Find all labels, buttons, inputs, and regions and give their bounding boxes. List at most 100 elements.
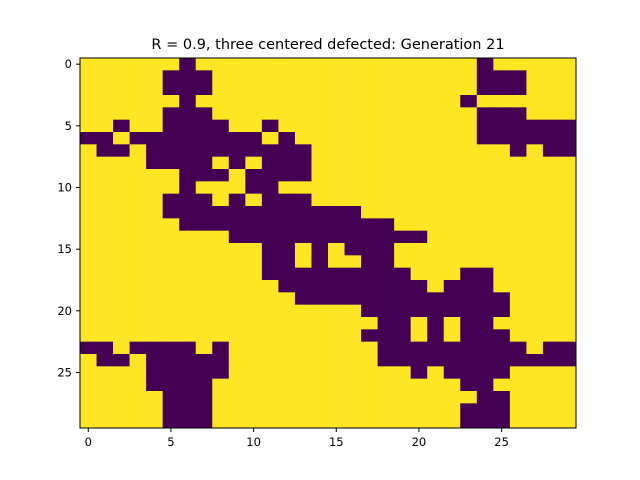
cell-cooperator bbox=[294, 181, 312, 195]
cell-defector bbox=[509, 132, 527, 145]
cell-cooperator bbox=[328, 329, 345, 343]
cell-cooperator bbox=[228, 292, 246, 306]
cell-defector bbox=[245, 218, 263, 232]
cell-defector bbox=[179, 403, 197, 417]
cell-cooperator bbox=[410, 70, 428, 84]
cell-cooperator bbox=[96, 304, 114, 318]
cell-cooperator bbox=[526, 329, 544, 343]
cell-cooperator bbox=[129, 255, 147, 269]
cell-cooperator bbox=[443, 156, 461, 170]
cell-cooperator bbox=[328, 341, 345, 355]
cell-defector bbox=[179, 107, 197, 121]
cell-defector bbox=[261, 119, 279, 133]
cell-defector bbox=[476, 58, 494, 71]
cell-cooperator bbox=[559, 317, 577, 330]
cell-defector bbox=[162, 144, 180, 158]
cell-cooperator bbox=[493, 169, 511, 182]
cell-defector bbox=[162, 354, 180, 367]
cell-cooperator bbox=[476, 206, 494, 219]
cell-cooperator bbox=[113, 403, 130, 417]
cell-defector bbox=[195, 156, 213, 170]
cell-defector bbox=[212, 169, 230, 182]
cell-defector bbox=[261, 193, 279, 207]
cell-cooperator bbox=[542, 267, 560, 281]
cell-cooperator bbox=[80, 366, 97, 380]
cell-cooperator bbox=[129, 378, 147, 392]
cell-defector bbox=[179, 132, 197, 145]
cell-cooperator bbox=[278, 58, 296, 71]
cell-cooperator bbox=[129, 58, 147, 71]
cell-cooperator bbox=[427, 169, 445, 182]
cell-cooperator bbox=[410, 378, 428, 392]
cell-cooperator bbox=[129, 218, 147, 232]
cell-cooperator bbox=[129, 230, 147, 244]
cell-cooperator bbox=[113, 107, 130, 121]
cell-cooperator bbox=[113, 193, 130, 207]
cell-cooperator bbox=[443, 415, 461, 429]
cell-defector bbox=[493, 354, 511, 367]
cell-defector bbox=[162, 366, 180, 380]
cell-cooperator bbox=[129, 95, 147, 108]
cell-defector bbox=[493, 132, 511, 145]
cell-cooperator bbox=[509, 366, 527, 380]
cell-defector bbox=[559, 119, 577, 133]
cell-cooperator bbox=[460, 218, 478, 232]
cell-defector bbox=[443, 366, 461, 380]
cell-cooperator bbox=[261, 82, 279, 96]
cell-defector bbox=[542, 144, 560, 158]
cell-cooperator bbox=[328, 415, 345, 429]
cell-cooperator bbox=[294, 366, 312, 380]
cell-defector bbox=[162, 206, 180, 219]
cell-cooperator bbox=[278, 119, 296, 133]
cell-cooperator bbox=[294, 132, 312, 145]
cell-cooperator bbox=[344, 193, 362, 207]
cell-cooperator bbox=[129, 415, 147, 429]
cell-cooperator bbox=[212, 255, 230, 269]
cell-cooperator bbox=[146, 317, 164, 330]
cell-cooperator bbox=[311, 391, 329, 404]
cell-cooperator bbox=[162, 267, 180, 281]
cell-cooperator bbox=[328, 391, 345, 404]
cell-cooperator bbox=[526, 144, 544, 158]
cell-cooperator bbox=[559, 378, 577, 392]
cell-cooperator bbox=[460, 82, 478, 96]
cell-defector bbox=[162, 193, 180, 207]
cell-cooperator bbox=[80, 329, 97, 343]
cell-cooperator bbox=[377, 169, 395, 182]
cell-cooperator bbox=[542, 403, 560, 417]
cell-cooperator bbox=[509, 193, 527, 207]
cell-cooperator bbox=[559, 415, 577, 429]
cell-cooperator bbox=[526, 243, 544, 256]
cell-defector bbox=[212, 341, 230, 355]
cell-cooperator bbox=[113, 391, 130, 404]
cell-cooperator bbox=[80, 267, 97, 281]
cell-cooperator bbox=[460, 107, 478, 121]
cell-defector bbox=[328, 230, 345, 244]
cell-cooperator bbox=[146, 95, 164, 108]
cell-cooperator bbox=[245, 354, 263, 367]
cell-cooperator bbox=[113, 169, 130, 182]
cell-cooperator bbox=[344, 354, 362, 367]
cell-defector bbox=[377, 354, 395, 367]
cell-cooperator bbox=[162, 58, 180, 71]
cell-cooperator bbox=[361, 82, 378, 96]
cell-defector bbox=[294, 206, 312, 219]
cell-defector bbox=[394, 304, 412, 318]
cell-cooperator bbox=[460, 169, 478, 182]
cell-cooperator bbox=[344, 95, 362, 108]
cell-defector bbox=[427, 292, 445, 306]
cell-cooperator bbox=[228, 317, 246, 330]
cell-cooperator bbox=[261, 317, 279, 330]
cell-cooperator bbox=[427, 255, 445, 269]
cell-cooperator bbox=[377, 391, 395, 404]
cell-defector bbox=[245, 132, 263, 145]
cell-defector bbox=[261, 156, 279, 170]
cell-defector bbox=[311, 230, 329, 244]
cell-cooperator bbox=[278, 107, 296, 121]
cell-cooperator bbox=[146, 255, 164, 269]
cell-cooperator bbox=[328, 354, 345, 367]
cell-cooperator bbox=[179, 280, 197, 293]
cell-defector bbox=[460, 329, 478, 343]
cell-defector bbox=[146, 341, 164, 355]
cell-cooperator bbox=[377, 193, 395, 207]
